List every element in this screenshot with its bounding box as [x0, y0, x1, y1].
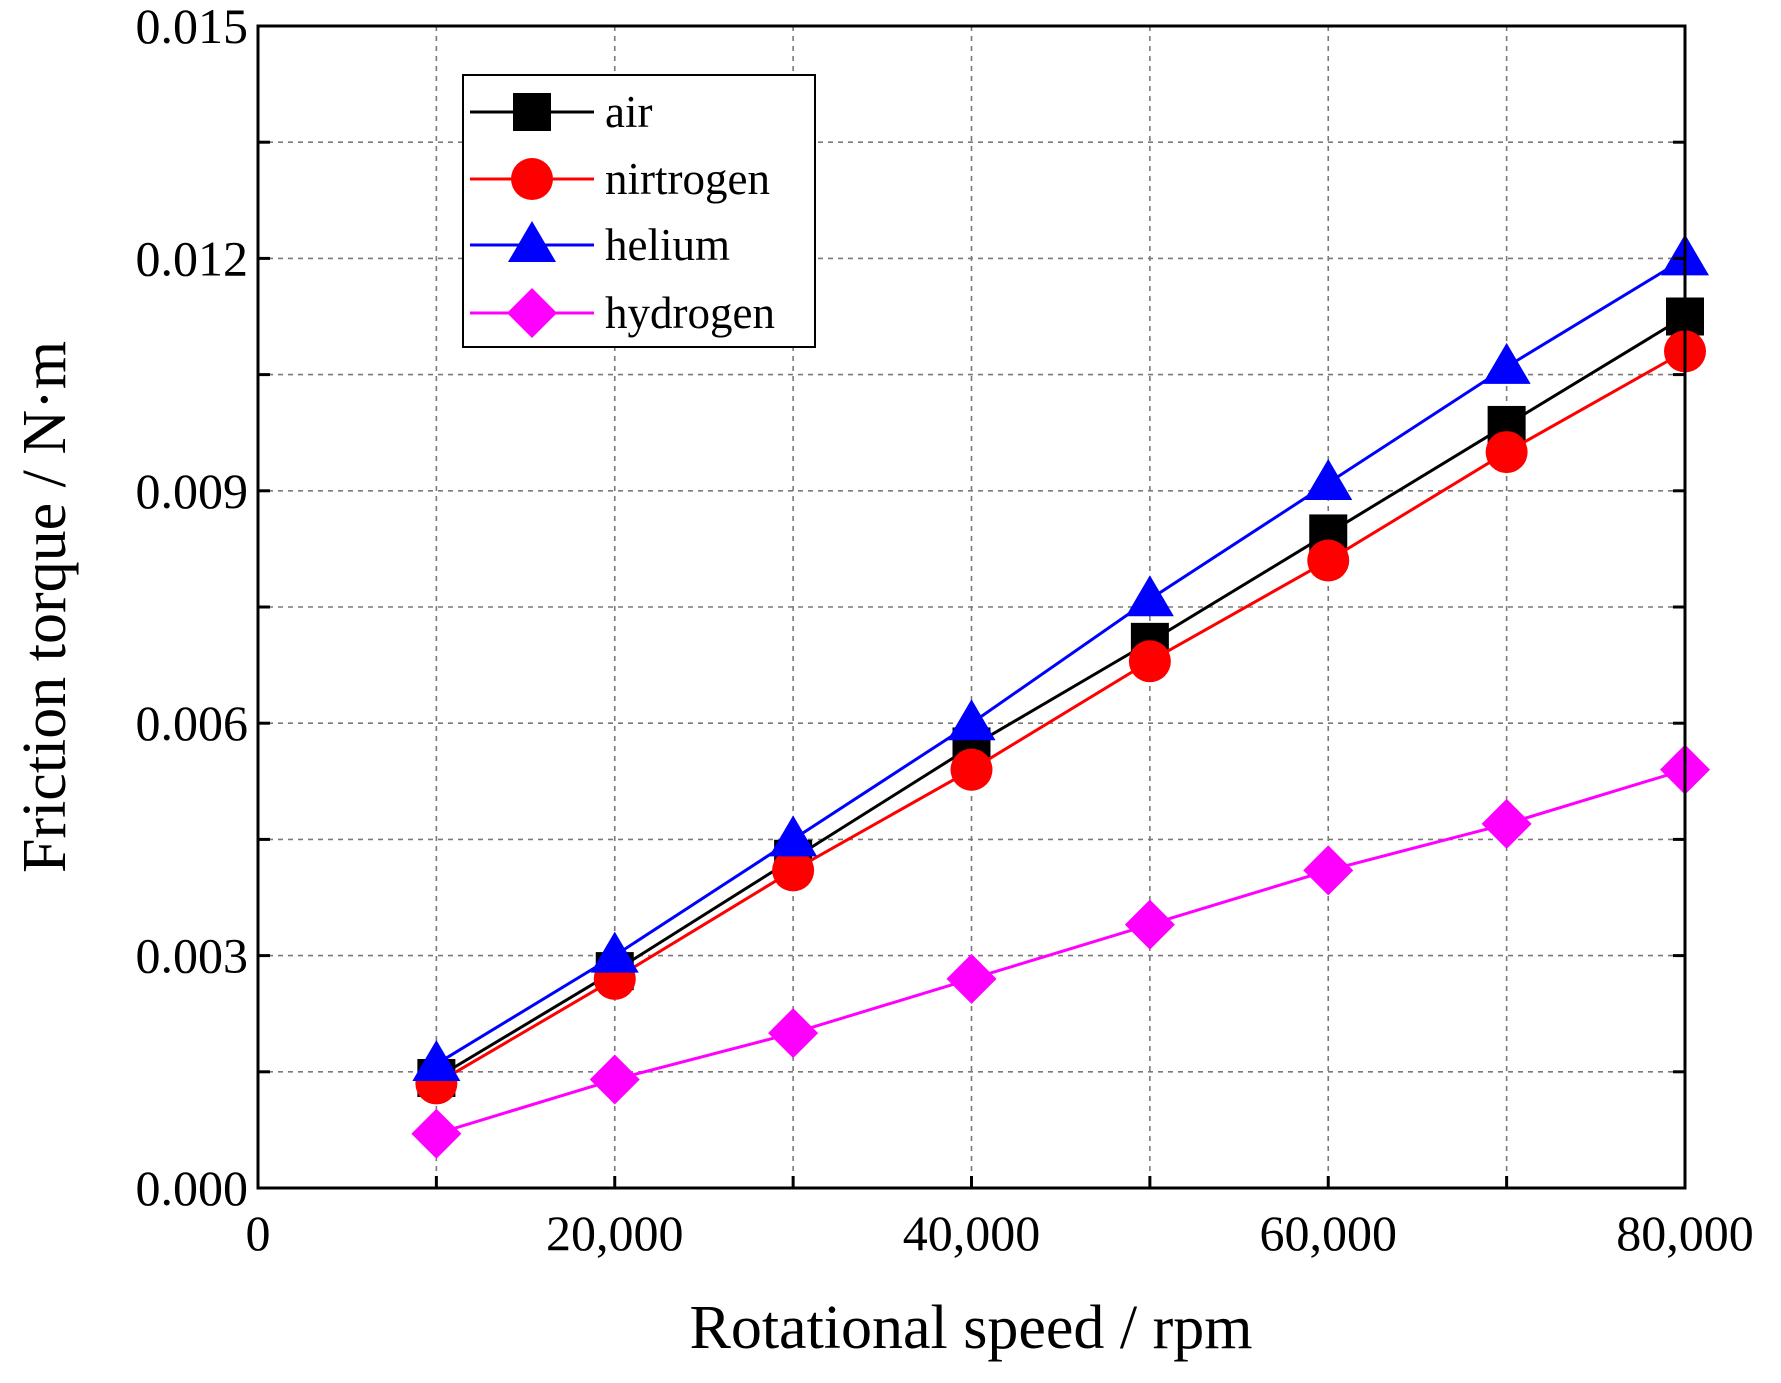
series-nirtrogen	[415, 330, 1706, 1105]
series-line-air	[435, 315, 1686, 1080]
data-point-helium	[769, 815, 818, 857]
series-hydrogen	[411, 744, 1710, 1159]
data-point-nirtrogen	[1307, 539, 1350, 582]
legend-item-nirtrogen: nirtrogen	[470, 154, 770, 204]
legend-marker-triangle	[508, 221, 556, 262]
y-axis-title: Friction torque / N·m	[11, 341, 79, 873]
legend-label: helium	[605, 220, 730, 270]
data-point-hydrogen	[1124, 899, 1175, 950]
data-point-nirtrogen	[772, 849, 815, 892]
legend-marker-diamond	[507, 288, 557, 338]
y-tick-label: 0.003	[136, 928, 249, 984]
legend: air nirtrogen helium hydrogen	[462, 74, 816, 348]
x-tick-label: 60,000	[1260, 1205, 1398, 1261]
x-tick-label: 20,000	[546, 1205, 684, 1261]
x-axis-title: Rotational speed / rpm	[689, 1294, 1252, 1362]
data-point-helium	[1304, 459, 1353, 501]
y-tick-label: 0.015	[136, 0, 249, 54]
data-point-hydrogen	[946, 953, 997, 1004]
x-tick-label: 0	[246, 1205, 271, 1261]
data-point-helium	[1125, 575, 1174, 617]
data-series	[411, 234, 1710, 1159]
series-line-hydrogen	[435, 768, 1686, 1136]
legend-item-air: air	[470, 87, 652, 137]
data-point-helium	[412, 1040, 461, 1082]
data-point-nirtrogen	[1128, 640, 1171, 683]
legend-label: hydrogen	[605, 288, 775, 338]
legend-item-helium: helium	[470, 220, 730, 270]
y-tick-label: 0.009	[136, 463, 249, 519]
legend-label: nirtrogen	[605, 154, 770, 204]
series-line-helium	[435, 257, 1686, 1066]
data-point-nirtrogen	[950, 748, 993, 791]
legend-marker-circle	[511, 158, 553, 200]
series-line-nirtrogen	[435, 350, 1686, 1085]
data-point-nirtrogen	[1485, 431, 1528, 474]
y-tick-label: 0.006	[136, 695, 249, 751]
data-point-hydrogen	[411, 1108, 462, 1159]
data-point-helium	[1482, 342, 1531, 384]
y-tick-label: 0.012	[136, 230, 249, 286]
legend-item-hydrogen: hydrogen	[470, 288, 775, 338]
y-tick-label: 0.000	[136, 1160, 249, 1216]
data-point-helium	[590, 931, 639, 973]
data-point-hydrogen	[1303, 845, 1354, 896]
legend-marker-square	[513, 93, 551, 131]
data-point-hydrogen	[768, 1008, 819, 1059]
x-tick-label: 80,000	[1616, 1205, 1754, 1261]
x-tick-label: 40,000	[903, 1205, 1041, 1261]
data-point-hydrogen	[589, 1054, 640, 1105]
axis-ticks: 0 20,000 40,000 60,000 80,000 0.000 0.003 0.006…	[136, 0, 1754, 1261]
series-helium	[412, 234, 1709, 1082]
data-point-hydrogen	[1481, 798, 1532, 849]
legend-label: air	[605, 87, 652, 137]
data-point-helium	[947, 699, 996, 741]
